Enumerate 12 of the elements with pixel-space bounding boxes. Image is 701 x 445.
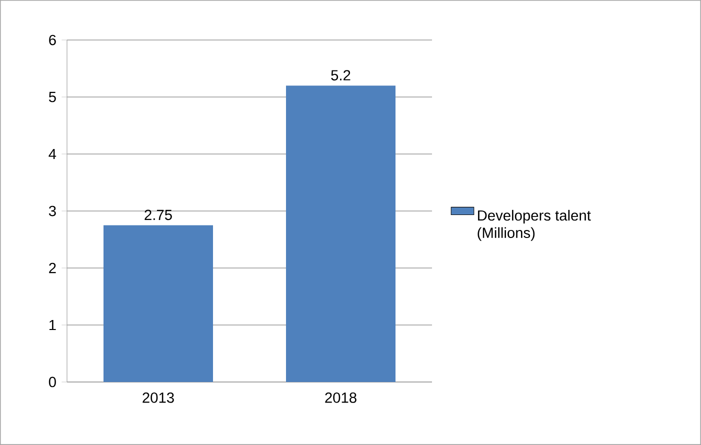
y-tick-label: 2 xyxy=(49,262,56,274)
data-label: 5.2 xyxy=(331,70,350,80)
x-tick-label: 2013 xyxy=(142,392,174,403)
data-label: 2.75 xyxy=(144,210,172,220)
legend-label: Developers talent (Millions) xyxy=(478,210,591,241)
y-tick-label: 3 xyxy=(48,206,56,216)
y-tick-label: 0 xyxy=(48,376,56,388)
x-tick-label: 2018 xyxy=(325,392,356,403)
y-tick-label: 5 xyxy=(48,92,56,102)
y-tick-label: 1 xyxy=(49,320,56,330)
y-tick-label: 6 xyxy=(49,34,56,46)
y-tick-label: 4 xyxy=(48,148,56,160)
